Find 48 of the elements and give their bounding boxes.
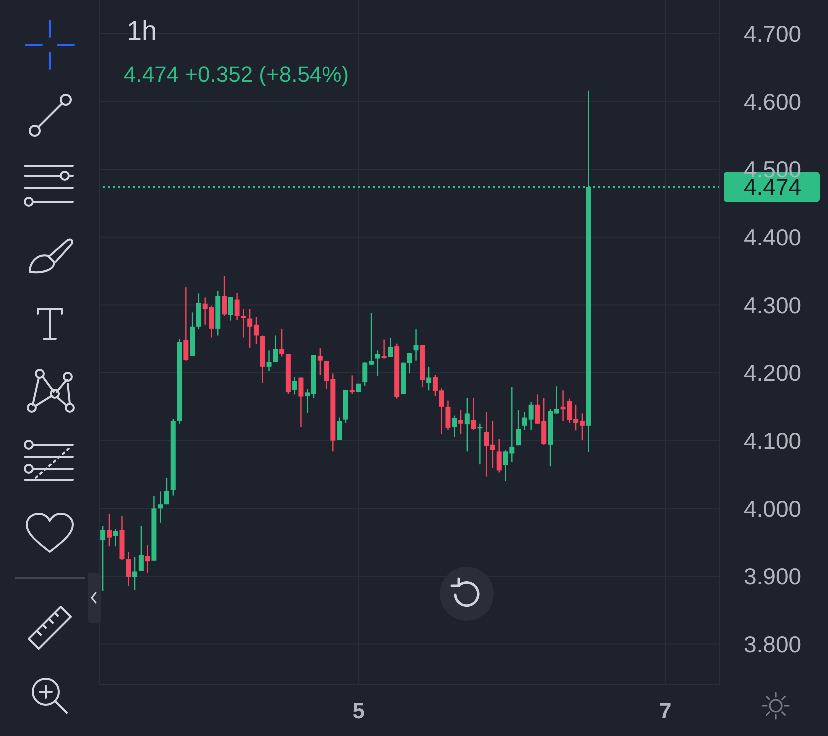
candlestick xyxy=(280,328,285,358)
candlestick xyxy=(337,417,342,441)
candlestick xyxy=(496,438,502,474)
candlestick xyxy=(228,296,234,322)
candlestick xyxy=(388,338,394,358)
candlestick xyxy=(158,491,164,524)
candlestick xyxy=(222,275,228,317)
candlestick xyxy=(414,329,419,362)
y-tick-label: 4.600 xyxy=(744,88,802,115)
candlestick xyxy=(464,398,470,452)
candlestick xyxy=(113,528,118,548)
candlestick xyxy=(126,551,132,587)
candlestick xyxy=(292,376,298,396)
candlestick xyxy=(298,377,304,428)
candlestick xyxy=(458,410,464,435)
y-tick-label: 4.000 xyxy=(744,496,802,522)
candlestick xyxy=(241,308,246,338)
candlestick xyxy=(266,350,272,372)
y-tick-label: 3.800 xyxy=(744,631,802,658)
y-tick-label: 4.100 xyxy=(744,428,802,454)
y-tick-label: 3.900 xyxy=(744,564,802,590)
candlestick xyxy=(273,335,278,363)
candlestick xyxy=(516,410,522,446)
candlestick xyxy=(350,375,355,395)
candlestick xyxy=(446,400,451,431)
text: 4.474 +0.352 (+8.54%) xyxy=(124,62,350,88)
candlestick xyxy=(375,350,380,378)
candlestick xyxy=(382,339,387,360)
candlestick xyxy=(132,556,138,591)
candlestick xyxy=(100,526,106,592)
y-tick-label: 4.700 xyxy=(744,21,802,48)
candlestick xyxy=(106,513,112,548)
x-tick-label: 5 xyxy=(352,698,365,724)
y-tick-label: 4.400 xyxy=(744,224,802,251)
candlestick xyxy=(196,293,202,330)
candlestick xyxy=(452,415,458,438)
candlestick xyxy=(471,398,476,431)
candlestick xyxy=(184,286,189,362)
candlestick xyxy=(234,292,240,321)
candlestick xyxy=(138,526,144,572)
y-tick-label: 4.300 xyxy=(744,292,802,318)
candlestick xyxy=(318,348,323,376)
candlestick xyxy=(145,544,150,574)
y-tick-label: 4.200 xyxy=(744,360,802,386)
x-tick-label: 7 xyxy=(660,698,672,724)
text: 1h xyxy=(127,16,158,47)
candlestick xyxy=(426,366,432,392)
candlestick xyxy=(164,478,170,506)
